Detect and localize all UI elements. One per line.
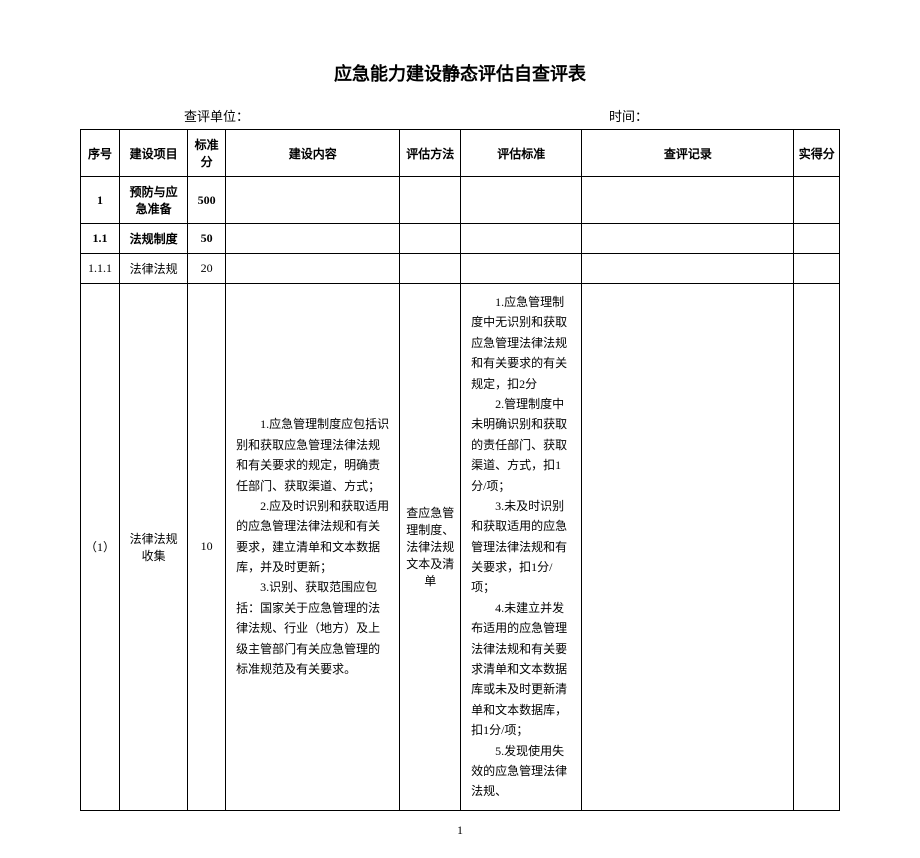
cell-content: 1.应急管理制度应包括识别和获取应急管理法律法规和有关要求的规定，明确责任部门、… [226,284,400,811]
cell-actual [794,224,840,254]
table-row: 1预防与应急准备500 [81,177,840,224]
cell-item: 法规制度 [120,224,188,254]
header-record: 查评记录 [582,130,794,177]
cell-content [226,177,400,224]
cell-record [582,254,794,284]
cell-seq: 1.1 [81,224,120,254]
page-number: 1 [80,823,840,838]
cell-method [400,177,461,224]
meta-row: 查评单位： 时间： [80,106,840,125]
cell-method [400,254,461,284]
cell-seq: 1.1.1 [81,254,120,284]
cell-method: 查应急管理制度、法律法规文本及清单 [400,284,461,811]
cell-record [582,284,794,811]
cell-standard: 1.应急管理制度中无识别和获取应急管理法律法规和有关要求的有关规定，扣2分 2.… [461,284,582,811]
table-row: 1.1.1法律法规20 [81,254,840,284]
table-header-row: 序号 建设项目 标准分 建设内容 评估方法 评估标准 查评记录 实得分 [81,130,840,177]
table-row: （1）法律法规收集10 1.应急管理制度应包括识别和获取应急管理法律法规和有关要… [81,284,840,811]
header-item: 建设项目 [120,130,188,177]
document-title: 应急能力建设静态评估自查评表 [80,60,840,86]
cell-method [400,224,461,254]
cell-standard [461,177,582,224]
table-row: 1.1法规制度50 [81,224,840,254]
cell-record [582,224,794,254]
cell-content [226,254,400,284]
cell-score: 20 [188,254,226,284]
cell-record [582,177,794,224]
cell-actual [794,177,840,224]
cell-seq: 1 [81,177,120,224]
header-content: 建设内容 [226,130,400,177]
cell-standard [461,254,582,284]
cell-score: 500 [188,177,226,224]
cell-score: 10 [188,284,226,811]
cell-item: 法律法规收集 [120,284,188,811]
cell-content [226,224,400,254]
cell-score: 50 [188,224,226,254]
time-label: 时间： [609,106,648,125]
header-seq: 序号 [81,130,120,177]
evaluation-table: 序号 建设项目 标准分 建设内容 评估方法 评估标准 查评记录 实得分 1预防与… [80,129,840,811]
header-method: 评估方法 [400,130,461,177]
header-actual: 实得分 [794,130,840,177]
cell-standard [461,224,582,254]
cell-item: 预防与应急准备 [120,177,188,224]
header-standard: 评估标准 [461,130,582,177]
unit-label: 查评单位： [184,106,249,125]
cell-item: 法律法规 [120,254,188,284]
header-score: 标准分 [188,130,226,177]
cell-actual [794,284,840,811]
cell-seq: （1） [81,284,120,811]
cell-actual [794,254,840,284]
